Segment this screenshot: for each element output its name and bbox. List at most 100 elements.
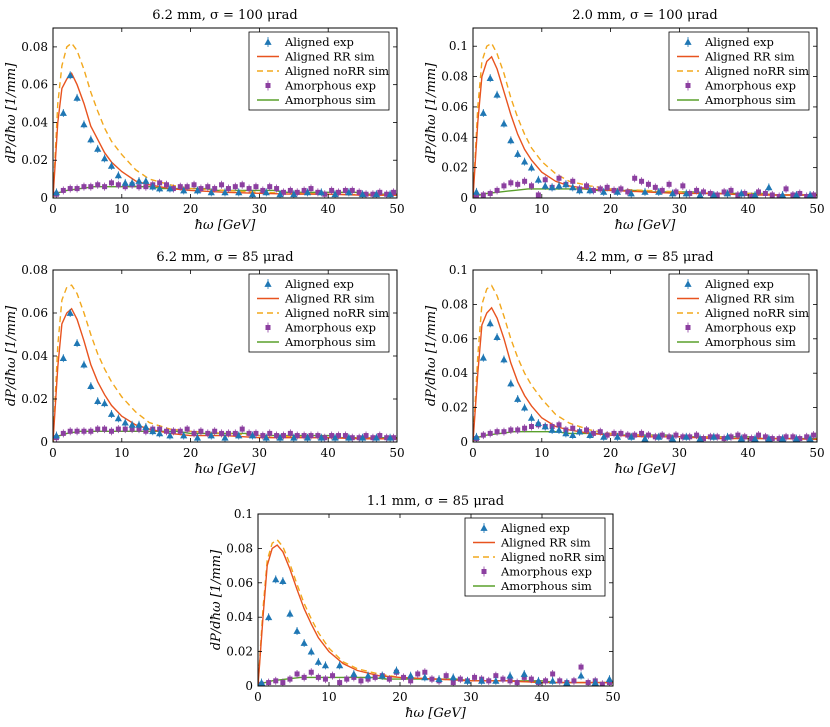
- series-amorphous-exp-point: [639, 178, 645, 184]
- series-aligned-exp-point: [293, 627, 301, 634]
- x-tick-label: 40: [321, 202, 336, 216]
- series-amorphous-exp-point: [280, 680, 286, 686]
- series-amorphous-exp-point: [556, 422, 562, 428]
- series-aligned-exp-point: [248, 190, 257, 198]
- series-aligned-exp-point: [806, 434, 814, 442]
- series-aligned-exp-point: [555, 426, 563, 433]
- series-aligned-exp-point: [541, 422, 549, 430]
- series-aligned-exp-point: [53, 431, 61, 439]
- series-aligned-exp-point: [386, 190, 394, 198]
- series-aligned-exp-point: [627, 433, 635, 440]
- y-tick-label: 0.08: [21, 263, 48, 277]
- series-amorphous-exp-point: [473, 193, 479, 198]
- series-amorphous-exp-point: [680, 434, 686, 440]
- y-tick-label: 0.08: [441, 70, 468, 84]
- series-aligned-exp-point: [534, 677, 543, 684]
- series-amorphous-exp-point: [645, 181, 651, 187]
- series-aligned-exp-point: [605, 675, 613, 682]
- y-axis-label: dP/dħω [1/mm]: [424, 62, 439, 163]
- series-aligned-exp-point: [258, 678, 266, 686]
- series-amorphous-exp-point: [599, 681, 605, 686]
- series-amorphous-exp-point: [625, 432, 631, 438]
- series-amorphous-exp-point: [556, 175, 562, 181]
- y-tick-label: 0.02: [21, 153, 48, 167]
- series-aligned-exp-point: [336, 661, 344, 669]
- legend-label-amorphous-sim: Amorphous sim: [704, 93, 796, 107]
- chart-title: 4.2 mm, σ = 85 μrad: [576, 250, 713, 265]
- series-aligned-exp-point: [710, 433, 718, 440]
- series-aligned-exp-point: [193, 434, 202, 441]
- chart-title: 2.0 mm, σ = 100 μrad: [572, 8, 717, 23]
- series-amorphous-exp-point: [508, 180, 514, 186]
- series-amorphous-exp-point: [714, 434, 720, 440]
- series-amorphous-exp-point: [756, 432, 762, 438]
- legend-label-amorphous-exp: Amorphous exp: [284, 321, 376, 335]
- series-aligned-exp-point: [549, 677, 557, 684]
- y-tick-label: 0: [245, 679, 253, 693]
- data-layer: [53, 42, 397, 198]
- y-tick-label: 0.06: [21, 306, 48, 320]
- series-amorphous-exp-point: [578, 664, 584, 670]
- series-amorphous-exp-point: [557, 678, 563, 684]
- series-aligned-exp-point: [555, 182, 563, 189]
- data-layer: [473, 42, 817, 198]
- series-amorphous-exp-point: [707, 434, 713, 440]
- series-amorphous-exp-point: [363, 191, 369, 197]
- series-aligned-exp-point: [235, 431, 243, 439]
- series-amorphous-exp-point: [687, 190, 693, 196]
- series-aligned-exp-point: [600, 433, 608, 440]
- y-tick-label: 0: [40, 435, 48, 449]
- series-amorphous-exp-point: [659, 432, 665, 438]
- series-amorphous-exp-point: [336, 433, 342, 439]
- y-tick-label: 0.04: [441, 130, 468, 144]
- series-aligned-exp-point: [180, 186, 188, 194]
- x-tick-label: 20: [603, 202, 618, 216]
- series-aligned-exp-point: [723, 433, 732, 440]
- legend-swatch-amorphous-exp: [685, 325, 691, 330]
- series-aligned-exp-point: [101, 399, 109, 407]
- series-aligned-exp-point: [166, 431, 174, 439]
- series-amorphous-exp-point: [500, 676, 506, 682]
- series-aligned-exp-point: [514, 150, 522, 157]
- series-amorphous-exp-point: [356, 435, 362, 441]
- series-aligned-exp-point: [121, 179, 129, 186]
- series-aligned-exp-point: [303, 188, 312, 196]
- series-aligned-exp-point: [541, 182, 549, 189]
- series-amorphous-exp-point: [515, 427, 521, 433]
- series-aligned-exp-point: [221, 188, 229, 196]
- series-aligned-exp-point: [668, 434, 677, 442]
- series-amorphous-exp-point: [253, 430, 259, 436]
- x-tick-label: 20: [392, 690, 407, 704]
- series-aligned-exp-point: [378, 672, 386, 679]
- series-aligned-exp-point: [751, 434, 759, 442]
- x-tick-label: 10: [114, 202, 129, 216]
- series-aligned-exp-point: [514, 395, 522, 402]
- series-amorphous-exp-point: [157, 180, 163, 186]
- series-amorphous-exp-point: [391, 189, 397, 195]
- series-amorphous-exp-point: [287, 676, 293, 682]
- series-amorphous-exp-point: [274, 433, 280, 439]
- series-amorphous-exp-point: [625, 189, 631, 195]
- series-amorphous-exp-point: [783, 186, 789, 192]
- chart-panel-4: 4.2 mm, σ = 85 μrad 0 10 20 30 40 50 0 0.02 0.04 0…: [424, 250, 825, 477]
- series-amorphous-exp-point: [315, 189, 321, 195]
- series-aligned-norr-sim-line: [53, 42, 397, 198]
- series-aligned-exp-point: [386, 434, 394, 441]
- series-amorphous-exp-point: [645, 432, 651, 438]
- series-aligned-exp-point: [591, 678, 599, 686]
- legend-swatch-amorphous-exp: [265, 83, 271, 88]
- series-aligned-exp-point: [655, 188, 663, 195]
- series-aligned-exp-point: [248, 431, 257, 439]
- series-amorphous-exp-point: [528, 424, 534, 430]
- x-tick-label: 10: [534, 446, 549, 460]
- series-aligned-exp-point: [73, 339, 81, 346]
- x-tick-label: 40: [741, 202, 756, 216]
- y-tick-label: 0.1: [449, 263, 468, 277]
- series-aligned-exp-point: [121, 419, 129, 426]
- series-amorphous-exp-point: [122, 426, 128, 432]
- series-amorphous-exp-point: [164, 182, 170, 188]
- series-amorphous-exp-point: [260, 433, 266, 439]
- series-amorphous-exp-point: [102, 426, 108, 432]
